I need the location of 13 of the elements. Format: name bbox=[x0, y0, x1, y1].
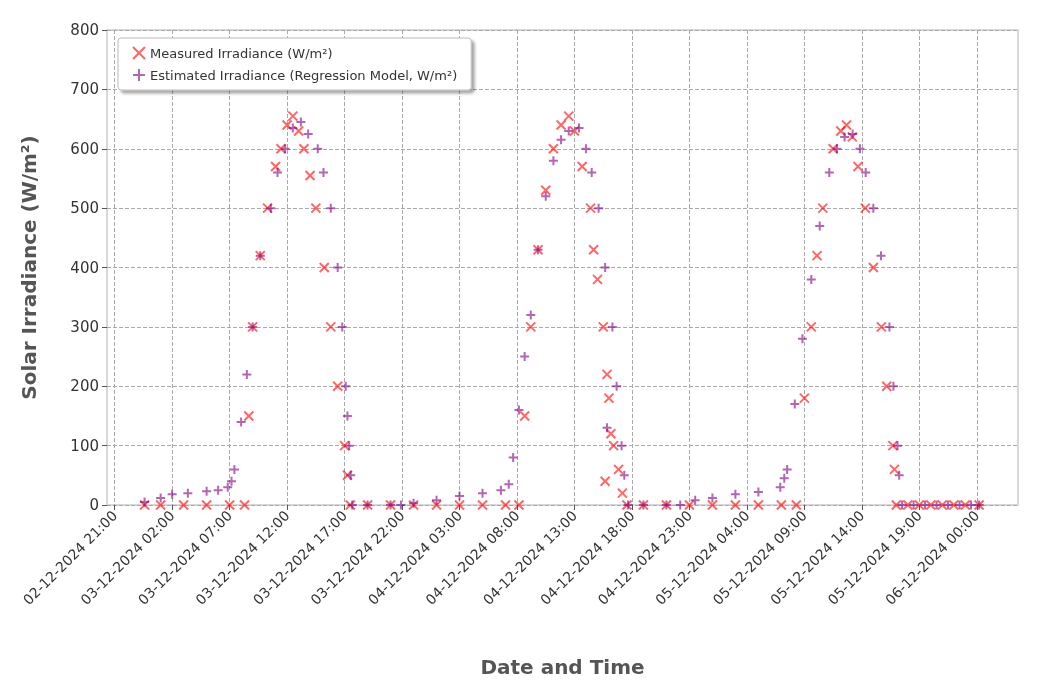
y-tick-label: 300 bbox=[70, 317, 99, 336]
y-tick-label: 500 bbox=[70, 199, 99, 218]
y-tick-label: 400 bbox=[70, 258, 99, 277]
y-tick-label: 600 bbox=[70, 139, 99, 158]
y-tick-label: 700 bbox=[70, 80, 99, 99]
legend-label: Measured Irradiance (W/m²) bbox=[150, 45, 333, 61]
y-axis-title: Solar Irradiance (W/m²) bbox=[17, 135, 41, 400]
y-tick-label: 0 bbox=[89, 496, 99, 514]
x-axis-title: Date and Time bbox=[480, 655, 645, 679]
y-tick-label: 800 bbox=[70, 21, 99, 39]
y-tick-label: 100 bbox=[70, 436, 99, 455]
y-tick-label: 200 bbox=[70, 377, 99, 396]
legend-label: Estimated Irradiance (Regression Model, W/m²) bbox=[150, 67, 458, 83]
